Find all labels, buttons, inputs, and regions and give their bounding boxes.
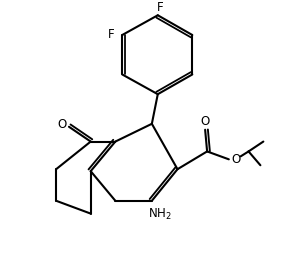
Text: F: F: [108, 28, 115, 41]
Text: F: F: [157, 1, 163, 14]
Text: O: O: [231, 153, 240, 166]
Text: NH$_2$: NH$_2$: [148, 207, 172, 222]
Text: O: O: [201, 115, 210, 128]
Text: O: O: [58, 118, 67, 131]
